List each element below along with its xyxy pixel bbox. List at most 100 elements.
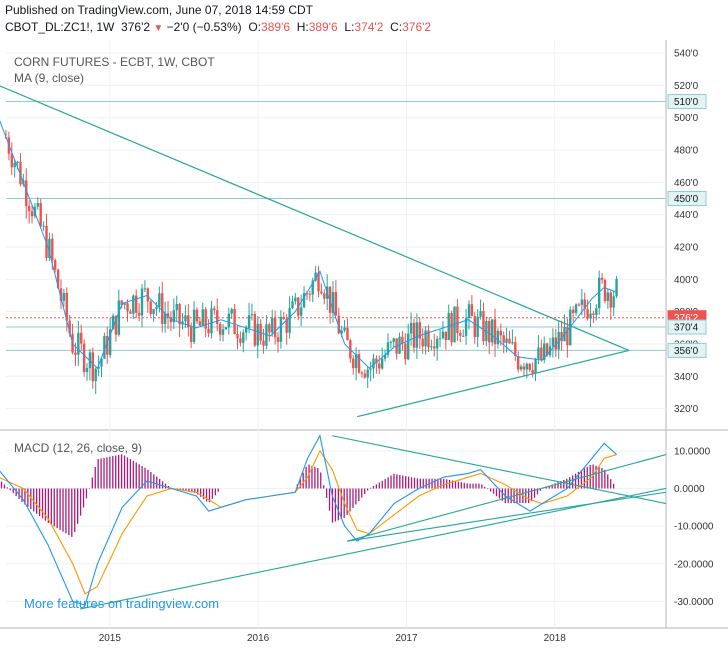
candle: [25, 180, 28, 207]
promo-link[interactable]: More features on tradingview.com: [24, 596, 220, 611]
candle: [352, 358, 355, 369]
candle: [499, 330, 503, 336]
candle: [418, 322, 421, 339]
candle: [424, 330, 427, 347]
candle: [580, 299, 584, 305]
candle: [595, 308, 598, 315]
candle: [59, 288, 63, 301]
x-tick-label: 2018: [544, 633, 567, 644]
macd-trendline: [80, 487, 667, 610]
candle: [389, 341, 393, 343]
candle: [314, 272, 317, 281]
macd-y-tick-label: 10.0000: [674, 446, 711, 457]
close-label: C:: [390, 20, 403, 34]
candle: [343, 327, 346, 331]
candle: [609, 292, 612, 308]
candle: [236, 333, 239, 339]
candle: [56, 269, 60, 289]
candle: [42, 225, 45, 227]
candle: [149, 301, 152, 315]
candle: [184, 315, 187, 322]
candle: [100, 358, 103, 367]
candle: [337, 315, 340, 334]
candle: [294, 297, 297, 302]
candle: [13, 162, 16, 168]
candle: [470, 304, 474, 317]
candle: [19, 161, 22, 185]
candle: [77, 332, 80, 355]
candle: [140, 288, 144, 316]
candle: [111, 315, 115, 330]
candle: [192, 309, 196, 343]
candle: [496, 330, 500, 345]
candle: [114, 315, 118, 335]
candle: [516, 355, 520, 370]
candle: [16, 161, 19, 163]
price-tag-label: 370'4: [674, 322, 699, 333]
candle: [74, 352, 77, 355]
trendline: [356, 349, 630, 418]
candle: [577, 304, 581, 306]
candle: [438, 338, 442, 340]
ma-indicator-label: MA (9, close): [14, 71, 85, 85]
candle: [404, 343, 407, 360]
candle: [271, 317, 274, 333]
x-tick-label: 2017: [395, 633, 418, 644]
price-tag: [667, 319, 707, 335]
candle: [132, 295, 135, 314]
macd-trendline: [347, 491, 667, 542]
candle: [409, 322, 413, 334]
candle: [378, 363, 381, 369]
open-label: O:: [248, 20, 262, 34]
candle: [380, 358, 384, 369]
candle: [441, 331, 445, 339]
candle: [323, 293, 326, 299]
candle: [407, 333, 410, 360]
candle: [502, 335, 505, 343]
close-value: 376'2: [402, 20, 432, 34]
candle: [103, 336, 106, 359]
ma-line: [0, 120, 617, 370]
candle: [201, 309, 204, 326]
candle: [39, 203, 42, 227]
y-tick-label: 400'0: [674, 275, 699, 286]
candle: [291, 301, 294, 309]
down-triangle-icon: ▼: [153, 23, 164, 34]
candle: [53, 260, 57, 270]
candle: [308, 293, 312, 295]
candle: [279, 317, 283, 342]
high-value: 389'6: [308, 20, 338, 34]
candle: [372, 358, 375, 369]
macd-line: [0, 434, 617, 606]
candle: [108, 329, 112, 355]
published-line: Published on TradingView.com, June 07, 2…: [5, 3, 313, 17]
low-value: 374'2: [354, 20, 384, 34]
candle: [135, 295, 138, 313]
candle: [172, 310, 176, 323]
candle: [508, 338, 511, 344]
candle: [467, 304, 471, 319]
candle: [514, 342, 517, 356]
high-label: H:: [296, 20, 309, 34]
y-tick-label: 520'0: [674, 81, 699, 92]
candle: [357, 354, 361, 373]
candle: [450, 312, 453, 343]
macd-pane-label: MACD (12, 26, close, 9): [14, 441, 143, 455]
price-tag-label: 356'0: [674, 346, 699, 357]
y-tick-label: 500'0: [674, 113, 699, 124]
candle: [169, 317, 173, 323]
candle: [597, 277, 601, 309]
candle: [571, 309, 575, 313]
candle: [363, 373, 367, 378]
candle: [511, 342, 514, 344]
candle: [276, 337, 280, 342]
price-tag-label: 376'2: [674, 313, 699, 324]
candle: [540, 347, 543, 360]
candle: [195, 309, 199, 322]
candle: [198, 321, 202, 326]
candle: [244, 328, 248, 333]
low-label: L:: [344, 20, 355, 34]
candle: [36, 203, 40, 207]
candle: [213, 308, 216, 311]
macd-y-tick-label: -10.0000: [674, 522, 714, 533]
